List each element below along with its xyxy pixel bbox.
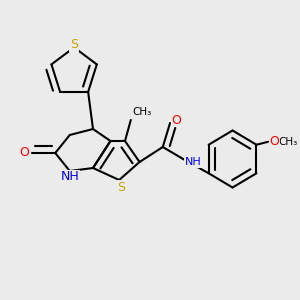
Text: S: S [70, 38, 78, 51]
Text: CH₃: CH₃ [278, 137, 298, 147]
Text: CH₃: CH₃ [132, 107, 152, 117]
Text: O: O [172, 113, 182, 127]
Text: O: O [19, 146, 29, 160]
Text: O: O [269, 135, 279, 148]
Text: NH: NH [60, 170, 79, 184]
Text: NH: NH [184, 157, 201, 167]
Text: S: S [117, 181, 124, 194]
